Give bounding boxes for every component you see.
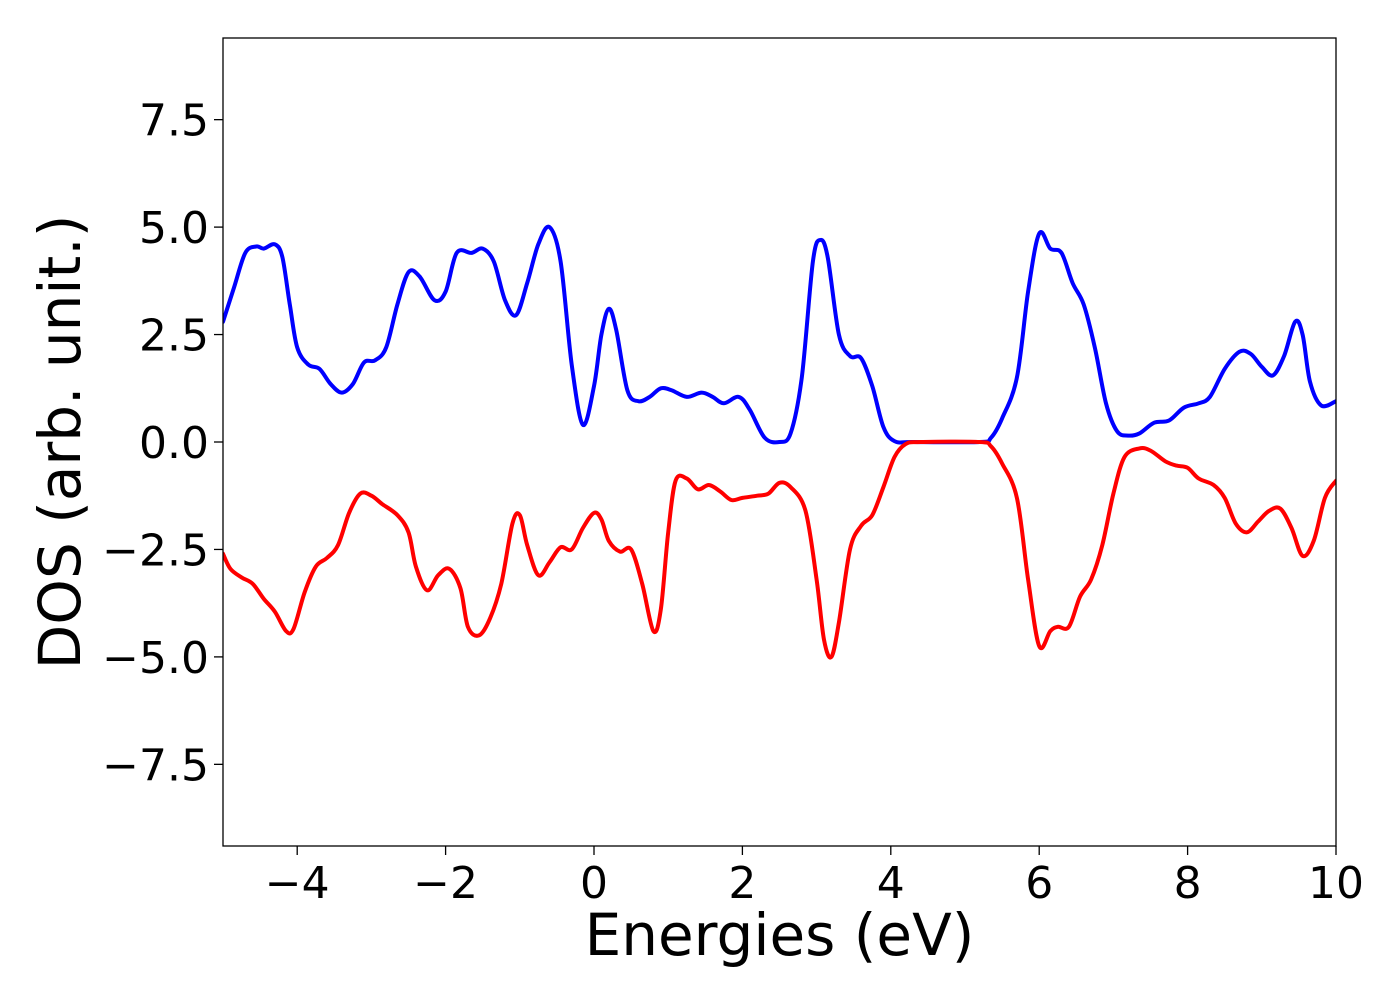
y-tick-label: 0.0: [139, 418, 209, 469]
y-tick-label: 7.5: [139, 96, 209, 147]
x-tick-label: 2: [728, 858, 756, 909]
y-tick-label: 2.5: [139, 311, 209, 362]
y-tick-label: −7.5: [102, 740, 209, 791]
x-tick-label: 8: [1174, 858, 1202, 909]
series-line-2: [223, 439, 1336, 660]
x-tick-label: −2: [413, 858, 478, 909]
x-tick-label: 6: [1025, 858, 1053, 909]
series-layer: [223, 224, 1336, 660]
series-line-1: [223, 224, 1336, 445]
ticks-layer: −4 −2 0 2 4 6 8 10 7.5 5.0 2.5 0.0 −2.5 −5.0 −7.5: [102, 96, 1364, 909]
x-axis-label: Energies (eV): [585, 901, 975, 969]
y-tick-label: −5.0: [102, 633, 209, 684]
x-tick-label: −4: [265, 858, 330, 909]
y-tick-label: 5.0: [139, 203, 209, 254]
y-tick-label: −2.5: [102, 525, 209, 576]
x-tick-label: 4: [877, 858, 905, 909]
x-tick-label: 0: [580, 858, 608, 909]
x-tick-label: 10: [1308, 858, 1364, 909]
y-axis-label: DOS (arb. unit.): [26, 215, 94, 670]
